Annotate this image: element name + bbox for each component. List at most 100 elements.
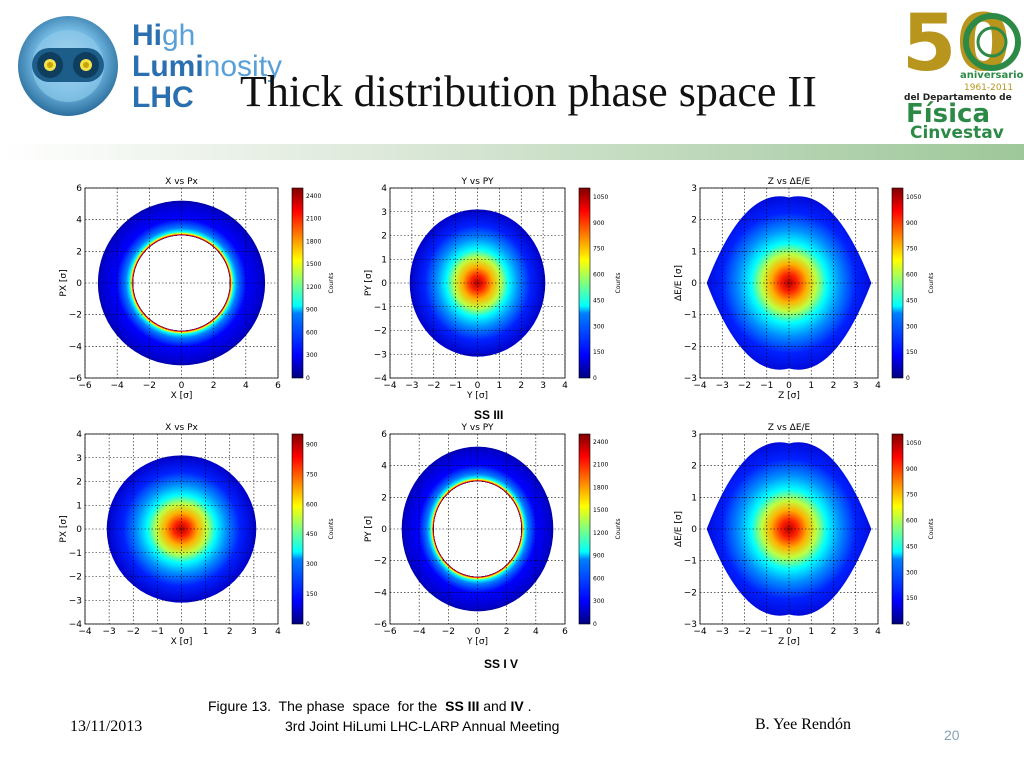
x-tick-label: 1 <box>203 627 209 637</box>
y-tick-label: 2 <box>381 493 387 503</box>
colorbar-label: Counts <box>615 519 622 540</box>
colorbar-tick-label: 300 <box>306 352 318 359</box>
colorbar-tick-label: 450 <box>593 297 605 304</box>
y-tick-label: 4 <box>381 184 387 194</box>
x-tick-label: 2 <box>211 381 217 391</box>
x-tick-label: 0 <box>475 627 481 637</box>
colorbar-tick-label: 0 <box>593 375 597 382</box>
x-tick-label: −4 <box>693 627 707 637</box>
high-luminosity-lhc-logo: High Luminosity LHC <box>8 6 282 124</box>
y-tick-label: −1 <box>684 557 697 567</box>
y-tick-label: 3 <box>691 430 697 440</box>
svg-text:Física: Física <box>906 99 990 129</box>
x-tick-label: 0 <box>475 381 481 391</box>
svg-text:1961-2011: 1961-2011 <box>964 83 1013 93</box>
plot-frame <box>389 433 566 625</box>
svg-text:aniversario: aniversario <box>960 70 1024 81</box>
colorbar-tick-label: 750 <box>906 492 918 499</box>
x-tick-label: −6 <box>383 627 397 637</box>
colorbar <box>291 187 304 379</box>
chart-x-vs-px-ss4: −4 −3 −2 −1 0 1 2 3 4 4 3 2 1 0 −1 −2 −3 −4 X vs Px X [σ] PX… <box>59 423 335 647</box>
colorbar-tick-label: 300 <box>306 561 318 568</box>
x-tick-label: 2 <box>831 627 837 637</box>
y-tick-label: 2 <box>691 216 697 226</box>
x-tick-label: 4 <box>533 627 539 637</box>
y-tick-label: 6 <box>76 184 82 194</box>
cinvestav-50-aniversario-logo: 50 aniversario 1961-2011 del Departament… <box>902 0 1024 140</box>
x-tick-label: 0 <box>179 627 185 637</box>
colorbar-label: Counts <box>928 273 935 294</box>
colorbar-tick-label: 1500 <box>593 507 608 514</box>
x-tick-label: −3 <box>405 381 418 391</box>
y-axis-label: PY [σ] <box>364 270 374 296</box>
y-tick-label: 2 <box>76 478 82 488</box>
x-axis-label: Y [σ] <box>466 391 488 401</box>
y-tick-label: −4 <box>374 588 388 598</box>
colorbar-tick-label: 900 <box>306 307 318 314</box>
colorbar-tick-label: 450 <box>906 543 918 550</box>
x-tick-label: 3 <box>853 381 859 391</box>
y-tick-label: −2 <box>684 342 697 352</box>
y-tick-label: −2 <box>684 588 697 598</box>
plot-frame <box>699 187 879 379</box>
y-tick-label: −6 <box>69 374 83 384</box>
x-tick-label: 4 <box>875 627 881 637</box>
colorbar-label: Counts <box>615 273 622 294</box>
colorbar-tick-label: 2100 <box>306 216 321 223</box>
x-axis-label: Z [σ] <box>778 391 800 401</box>
y-tick-label: −2 <box>69 311 82 321</box>
x-tick-label: −1 <box>151 627 164 637</box>
colorbar-tick-label: 1800 <box>306 238 321 245</box>
x-tick-label: 1 <box>808 627 814 637</box>
y-tick-label: 0 <box>76 279 82 289</box>
x-tick-label: 4 <box>875 381 881 391</box>
chart-title: X vs Px <box>165 177 198 187</box>
x-tick-label: −6 <box>78 381 92 391</box>
x-tick-label: −2 <box>427 381 440 391</box>
y-tick-label: 3 <box>76 454 82 464</box>
y-tick-label: −6 <box>374 620 388 630</box>
svg-text:Cinvestav: Cinvestav <box>910 123 1004 140</box>
y-tick-label: −3 <box>69 596 82 606</box>
y-axis-label: ΔE/E [σ] <box>674 265 684 301</box>
colorbar-tick-label: 900 <box>306 441 318 448</box>
x-tick-label: 4 <box>562 381 568 391</box>
logo-text: High Luminosity LHC <box>132 20 282 113</box>
colorbar <box>891 187 904 379</box>
colorbar-tick-label: 1200 <box>593 530 608 537</box>
x-tick-label: −3 <box>716 381 729 391</box>
colorbar-label: Counts <box>328 519 335 540</box>
colorbar-tick-label: 600 <box>306 329 318 336</box>
x-tick-label: −1 <box>760 381 773 391</box>
x-tick-label: 3 <box>540 381 546 391</box>
y-tick-label: −1 <box>69 549 82 559</box>
colorbar-tick-label: 300 <box>906 569 918 576</box>
colorbar-tick-label: 600 <box>906 518 918 525</box>
colorbar-tick-label: 0 <box>306 375 310 382</box>
ss4-label: SS I V <box>484 657 519 671</box>
colorbar <box>578 433 591 625</box>
chart-title: X vs Px <box>165 423 198 433</box>
y-tick-label: −4 <box>69 342 83 352</box>
y-tick-label: 0 <box>691 279 697 289</box>
chart-title: Z vs ΔE/E <box>768 177 811 187</box>
y-axis-label: PX [σ] <box>59 269 69 296</box>
y-tick-label: −3 <box>374 350 387 360</box>
colorbar-tick-label: 900 <box>906 466 918 473</box>
x-tick-label: −2 <box>738 381 751 391</box>
x-tick-label: −1 <box>760 627 773 637</box>
colorbar-tick-label: 2400 <box>306 193 321 200</box>
y-tick-label: −3 <box>684 374 697 384</box>
y-tick-label: 4 <box>381 462 387 472</box>
page-number: 20 <box>944 727 960 743</box>
colorbar-tick-label: 1200 <box>306 284 321 291</box>
x-tick-label: 6 <box>562 627 568 637</box>
x-tick-label: 2 <box>518 381 524 391</box>
x-tick-label: −3 <box>716 627 729 637</box>
colorbar <box>578 187 591 379</box>
y-tick-label: 1 <box>381 255 387 265</box>
y-tick-label: 2 <box>691 462 697 472</box>
x-tick-label: −4 <box>111 381 125 391</box>
x-tick-label: 2 <box>504 627 510 637</box>
